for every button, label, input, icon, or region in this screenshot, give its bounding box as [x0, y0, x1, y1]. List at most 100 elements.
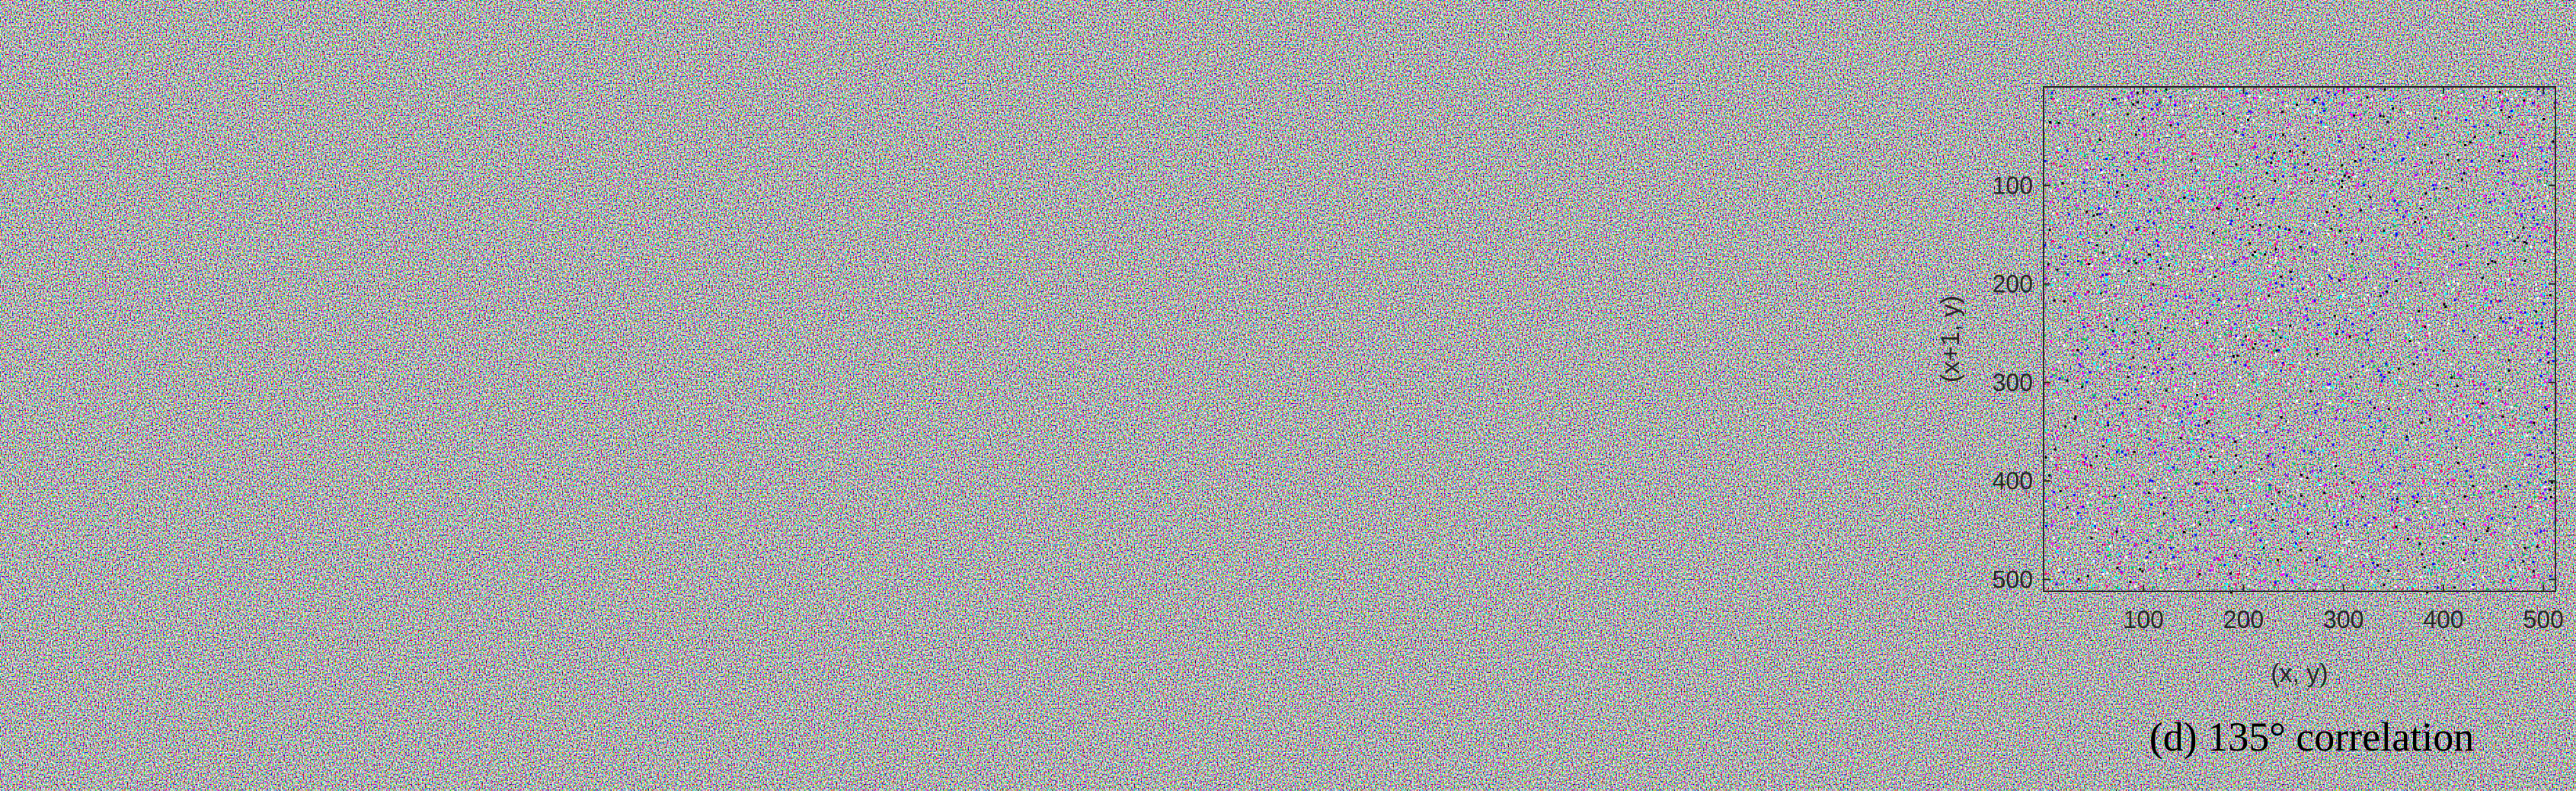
scatter-point	[189, 561, 192, 564]
scatter-point	[297, 145, 300, 148]
scatter-point	[132, 505, 135, 508]
scatter-point	[174, 520, 177, 523]
scatter-point	[1127, 161, 1130, 164]
scatter-point	[445, 337, 448, 340]
scatter-point	[894, 547, 897, 549]
scatter-point	[1197, 588, 1200, 591]
scatter-point	[405, 302, 408, 305]
scatter-point	[1200, 474, 1203, 477]
scatter-point	[165, 133, 168, 136]
scatter-point	[228, 566, 231, 569]
scatter-point	[455, 95, 459, 98]
scatter-point	[882, 250, 884, 252]
scatter-point	[819, 239, 822, 242]
scatter-point	[997, 187, 1000, 191]
scatter-point	[907, 479, 910, 482]
scatter-point	[475, 539, 478, 542]
scatter-point	[1025, 90, 1028, 93]
scatter-point	[568, 224, 571, 227]
scatter-point	[464, 583, 467, 586]
scatter-point	[1209, 296, 1212, 299]
scatter-point	[960, 159, 963, 162]
scatter-point	[1108, 553, 1111, 556]
scatter-point	[980, 131, 983, 134]
scatter-point	[275, 94, 278, 97]
scatter-point	[806, 322, 809, 325]
scatter-point	[1064, 389, 1067, 392]
scatter-point	[505, 506, 507, 509]
scatter-point	[464, 261, 467, 264]
scatter-point	[925, 89, 928, 92]
scatter-point	[147, 571, 150, 574]
scatter-point	[1024, 132, 1027, 135]
scatter-point	[184, 187, 187, 190]
scatter-point	[436, 431, 439, 434]
scatter-point	[552, 492, 555, 495]
scatter-point	[256, 549, 259, 552]
scatter-point	[415, 323, 418, 326]
scatter-point	[348, 85, 351, 88]
scatter-point	[311, 205, 314, 208]
scatter-point	[427, 286, 430, 289]
scatter-point	[302, 578, 305, 581]
scatter-point	[325, 588, 328, 591]
scatter-point	[452, 407, 455, 410]
scatter-point	[492, 280, 494, 283]
scatter-point	[946, 584, 949, 588]
scatter-point	[1232, 315, 1235, 319]
scatter-point	[1232, 182, 1235, 184]
scatter-point	[134, 312, 137, 315]
scatter-point	[223, 473, 226, 476]
scatter-point	[1184, 187, 1187, 190]
scatter-point	[397, 320, 400, 323]
scatter-point	[1191, 94, 1194, 97]
scatter-point	[385, 330, 387, 333]
scatter-point	[340, 503, 344, 506]
scatter-point	[335, 491, 338, 494]
scatter-point	[943, 369, 946, 372]
scatter-point	[353, 488, 356, 491]
scatter-point	[516, 587, 518, 590]
scatter-point	[513, 464, 516, 467]
scatter-point	[1150, 384, 1153, 386]
scatter-point	[1251, 478, 1254, 481]
scatter-point	[811, 519, 814, 522]
scatter-point	[283, 77, 286, 80]
scatter-point	[466, 393, 468, 396]
scatter-point	[328, 519, 331, 522]
scatter-point	[179, 552, 182, 555]
scatter-point	[1158, 84, 1161, 87]
scatter-point	[858, 311, 861, 314]
scatter-point	[848, 141, 851, 144]
scatter-point	[591, 227, 594, 230]
scatter-point	[264, 315, 267, 319]
scatter-point	[269, 560, 272, 562]
scatter-point	[555, 451, 558, 454]
scatter-point	[1180, 255, 1183, 258]
scatter-point	[966, 232, 969, 235]
scatter-point	[1005, 426, 1008, 428]
scatter-point	[912, 107, 915, 110]
scatter-point	[245, 369, 248, 372]
scatter-point	[596, 273, 599, 276]
scatter-point	[1067, 121, 1070, 124]
scatter-point	[316, 360, 319, 363]
scatter-point	[964, 416, 967, 419]
scatter-point	[1092, 532, 1095, 535]
scatter-point	[891, 169, 894, 172]
scatter-point	[238, 172, 241, 175]
scatter-point	[411, 403, 414, 406]
scatter-point	[625, 387, 628, 389]
scatter-point	[206, 407, 209, 410]
scatter-point	[1195, 390, 1198, 393]
scatter-point	[1011, 306, 1014, 309]
scatter-point	[1171, 101, 1175, 104]
scatter-point	[1229, 462, 1232, 465]
scatter-point	[935, 88, 938, 91]
scatter-point	[839, 338, 841, 341]
scatter-point	[836, 112, 839, 115]
scatter-point	[187, 315, 190, 318]
scatter-point	[997, 147, 1000, 150]
scatter-point	[1146, 381, 1149, 384]
scatter-point	[366, 577, 369, 579]
